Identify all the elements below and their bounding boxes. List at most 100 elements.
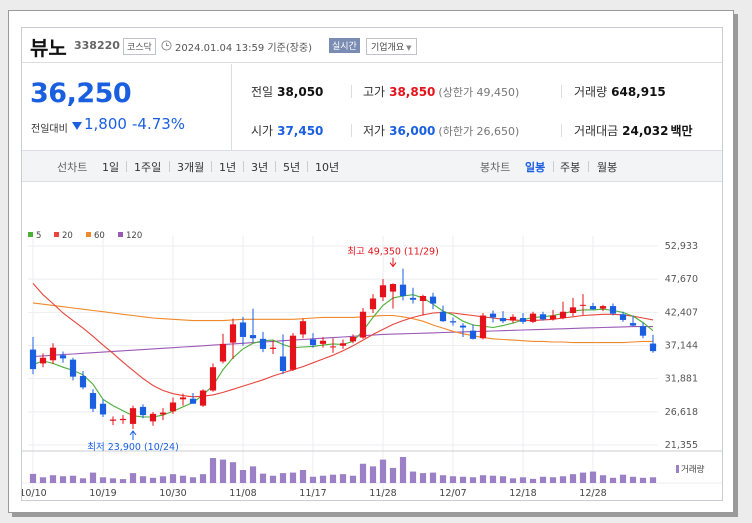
tab-daily[interactable]: 일봉 — [525, 161, 546, 174]
volume-bar — [269, 475, 277, 483]
stat-label: 저가 — [363, 124, 386, 138]
candle-body — [129, 408, 137, 424]
volume-bar — [569, 474, 577, 483]
candle-body — [549, 315, 557, 320]
candle-body — [489, 313, 497, 318]
volume-bar — [179, 475, 187, 483]
candle-body — [499, 318, 507, 322]
ma60-line — [32, 302, 653, 344]
volume-bar — [589, 471, 597, 483]
candlestick-chart[interactable]: 52,933 47,670 42,407 37,144 31,881 26,618 21,3… — [22, 183, 722, 500]
candle-body — [529, 313, 537, 322]
tab-period-3m[interactable]: 3개월 — [177, 161, 205, 174]
low-arrow-icon — [129, 430, 137, 436]
volume-bar — [259, 473, 267, 483]
change-label: 전일대비 — [31, 124, 68, 135]
volume-bar — [579, 472, 587, 483]
legend-label: 5 — [36, 231, 41, 241]
volume-bar — [619, 474, 627, 483]
tab-period-5y[interactable]: 5년 — [283, 161, 301, 174]
volume-bar — [639, 477, 647, 483]
volume-bar — [99, 477, 107, 483]
candle-body — [139, 406, 147, 416]
volume-bar — [459, 476, 467, 483]
x-tick-label: 11/08 — [229, 488, 256, 499]
low-annotation: 최저 23,900 (10/24) — [87, 442, 179, 453]
candle-body — [169, 402, 177, 412]
volume-bar — [469, 477, 477, 483]
tab-period-1y[interactable]: 1년 — [219, 161, 237, 174]
volume-bar — [29, 473, 37, 483]
volume-bar — [399, 457, 407, 483]
current-price: 36,250 — [30, 78, 132, 109]
stat-unit: 백만 — [670, 124, 693, 138]
candle-body — [109, 419, 117, 421]
stat-value: 36,000 — [389, 124, 436, 138]
y-tick-label: 26,618 — [665, 407, 698, 418]
candle-body — [319, 340, 327, 344]
tab-period-1w[interactable]: 1주일 — [134, 161, 162, 174]
candle-body — [159, 412, 167, 415]
candle-body — [289, 335, 297, 370]
candle-body — [449, 321, 457, 323]
volume-bar — [559, 476, 567, 483]
volume-bar — [609, 477, 617, 483]
tab-monthly[interactable]: 월봉 — [597, 161, 618, 174]
lower-limit: (하한가 26,650) — [438, 125, 520, 138]
tab-period-10y[interactable]: 10년 — [315, 161, 340, 174]
x-tick-label: 12/07 — [439, 488, 466, 499]
candle-body — [589, 306, 597, 310]
legend-label: 120 — [126, 231, 142, 241]
tab-period-3y[interactable]: 3년 — [251, 161, 269, 174]
volume-bar — [219, 459, 227, 483]
volume-bar — [89, 472, 97, 483]
company-info-button[interactable]: 기업개요 ▼ — [366, 38, 417, 55]
legend-swatch — [28, 232, 33, 237]
volume-bar — [209, 458, 217, 483]
stat-value: 24,032 — [622, 124, 669, 138]
tab-weekly[interactable]: 주봉 — [560, 161, 581, 174]
legend-label: 60 — [94, 231, 105, 241]
candle-body — [209, 367, 217, 391]
candle-body — [239, 322, 247, 337]
candle-body — [519, 318, 527, 322]
candle-body — [119, 418, 127, 421]
timestamp: 2024.01.04 13:59 기준(장중) — [175, 43, 313, 54]
candle-body — [219, 343, 227, 362]
market-badge: 코스닥 — [123, 38, 156, 55]
stat-label: 거래대금 — [574, 124, 619, 138]
stock-name[interactable]: 뷰노 — [30, 36, 67, 60]
candle-body — [419, 295, 427, 302]
candle-body — [629, 323, 637, 326]
candle-body — [429, 296, 437, 304]
stock-code: 338220 — [74, 39, 120, 52]
volume-bar — [429, 472, 437, 483]
volume-bar — [509, 478, 517, 483]
tab-period-1d[interactable]: 1일 — [102, 161, 120, 174]
candle-body — [479, 315, 487, 339]
volume-bar — [409, 471, 417, 483]
volume-bar — [499, 476, 507, 483]
stock-header: 뷰노 338220 코스닥 2024.01.04 13:59 기준(장중) 실시… — [22, 28, 722, 63]
stat-value: 38,050 — [277, 85, 324, 99]
volume-bar — [379, 459, 387, 483]
volume-legend-swatch — [676, 465, 679, 473]
down-triangle-icon — [72, 122, 82, 130]
candle-body — [39, 357, 47, 364]
candle-body — [509, 316, 517, 321]
realtime-badge: 실시간 — [329, 38, 360, 53]
volume-bar — [489, 475, 497, 483]
volume-bar — [119, 479, 127, 483]
tab-line-chart[interactable]: 선차트 — [57, 161, 88, 174]
y-tick-label: 37,144 — [665, 341, 698, 352]
candle-body — [389, 284, 397, 292]
candle-body — [149, 413, 157, 422]
volume-bar — [439, 475, 447, 483]
tab-candle-chart[interactable]: 봉차트 — [480, 161, 511, 174]
volume-bar — [39, 477, 47, 483]
price-stats: 전일 38,050 고가 38,850 (상한가 49,450) 거래량 648,915… — [233, 64, 722, 150]
stock-panel: 뷰노 338220 코스닥 2024.01.04 13:59 기준(장중) 실시… — [21, 27, 723, 501]
candle-body — [299, 321, 307, 335]
change-amount: 1,800 — [84, 115, 127, 133]
candle-body — [229, 324, 237, 343]
